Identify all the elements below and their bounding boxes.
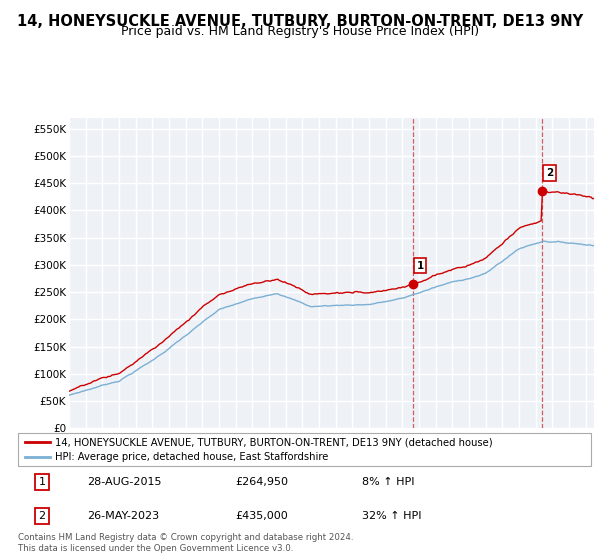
Text: Price paid vs. HM Land Registry's House Price Index (HPI): Price paid vs. HM Land Registry's House … (121, 25, 479, 38)
FancyBboxPatch shape (18, 433, 591, 466)
Text: Contains HM Land Registry data © Crown copyright and database right 2024.
This d: Contains HM Land Registry data © Crown c… (18, 533, 353, 553)
Text: 32% ↑ HPI: 32% ↑ HPI (362, 511, 421, 521)
Text: 28-AUG-2015: 28-AUG-2015 (87, 477, 161, 487)
Text: £435,000: £435,000 (236, 511, 289, 521)
Text: HPI: Average price, detached house, East Staffordshire: HPI: Average price, detached house, East… (55, 452, 329, 462)
Text: 2: 2 (545, 168, 553, 178)
Text: £264,950: £264,950 (236, 477, 289, 487)
Text: 1: 1 (38, 477, 46, 487)
Text: 1: 1 (416, 260, 424, 270)
Text: 14, HONEYSUCKLE AVENUE, TUTBURY, BURTON-ON-TRENT, DE13 9NY: 14, HONEYSUCKLE AVENUE, TUTBURY, BURTON-… (17, 14, 583, 29)
Text: 8% ↑ HPI: 8% ↑ HPI (362, 477, 415, 487)
Text: 2: 2 (38, 511, 46, 521)
Text: 26-MAY-2023: 26-MAY-2023 (87, 511, 159, 521)
Text: 14, HONEYSUCKLE AVENUE, TUTBURY, BURTON-ON-TRENT, DE13 9NY (detached house): 14, HONEYSUCKLE AVENUE, TUTBURY, BURTON-… (55, 437, 493, 447)
